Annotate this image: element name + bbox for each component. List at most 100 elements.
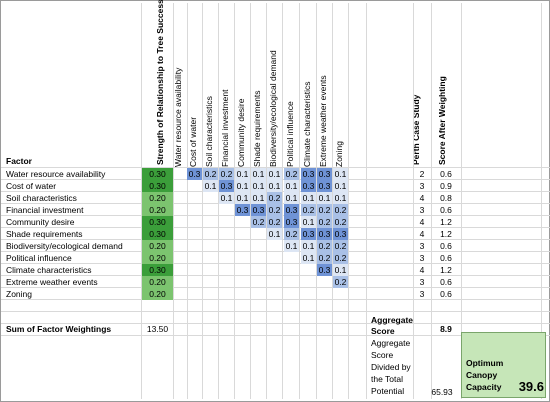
relationship-cell[interactable]: 0.3	[301, 168, 316, 180]
relationship-cell[interactable]: 0.3	[251, 204, 266, 216]
relationship-cell[interactable]: 0.3	[317, 228, 332, 240]
matrix-header[interactable]: Extreme weather events	[318, 75, 328, 167]
relationship-cell[interactable]: 0.2	[267, 204, 282, 216]
relationship-cell[interactable]: 0.1	[317, 192, 332, 204]
factor-weight[interactable]: 0.30	[142, 216, 173, 228]
relationship-cell[interactable]: 0.2	[203, 168, 218, 180]
weighted-score[interactable]: 0.6	[440, 241, 452, 251]
sum-label[interactable]: Sum of Factor Weightings	[6, 324, 112, 334]
relationship-cell[interactable]: 0.3	[301, 228, 316, 240]
factor-weight[interactable]: 0.20	[142, 192, 173, 204]
perth-score[interactable]: 3	[419, 205, 425, 215]
relationship-cell[interactable]: 0.1	[235, 192, 250, 204]
divided-value[interactable]: 65.93	[431, 387, 453, 397]
weighted-score[interactable]: 0.6	[440, 169, 452, 179]
matrix-header[interactable]: Community desire	[236, 98, 246, 168]
relationship-cell[interactable]: 0.1	[203, 180, 218, 192]
matrix-header[interactable]: Water resource availability	[173, 67, 183, 167]
sum-value[interactable]: 13.50	[146, 324, 169, 334]
optimum-canopy-box[interactable]: Optimum Canopy Capacity 39.6	[461, 332, 546, 398]
aggregate-value[interactable]: 8.9	[440, 324, 452, 334]
factor-weight[interactable]: 0.20	[142, 252, 173, 264]
relationship-cell[interactable]: 0.3	[284, 216, 299, 228]
relationship-cell[interactable]: 0.1	[235, 168, 250, 180]
factor-name[interactable]: Climate characteristics	[6, 265, 92, 275]
relationship-cell[interactable]: 0.3	[317, 180, 332, 192]
relationship-cell[interactable]: 0.2	[317, 216, 332, 228]
relationship-cell[interactable]: 0.2	[317, 252, 332, 264]
relationship-cell[interactable]: 0.1	[301, 240, 316, 252]
relationship-cell[interactable]: 0.1	[301, 216, 316, 228]
perth-score[interactable]: 3	[419, 277, 425, 287]
strength-header[interactable]: Strength of Relationship to Tree Success	[155, 0, 165, 165]
matrix-header[interactable]: Shade requirements	[252, 90, 262, 167]
relationship-cell[interactable]: 0.2	[267, 216, 282, 228]
relationship-cell[interactable]: 0.1	[251, 168, 266, 180]
optimum-value[interactable]: 39.6	[518, 379, 544, 394]
perth-score[interactable]: 3	[419, 289, 425, 299]
relationship-cell[interactable]: 0.1	[235, 180, 250, 192]
relationship-cell[interactable]: 0.1	[301, 192, 316, 204]
relationship-cell[interactable]: 0.3	[187, 168, 202, 180]
matrix-header[interactable]: Financial investment	[220, 89, 230, 167]
relationship-cell[interactable]: 0.1	[251, 180, 266, 192]
perth-score[interactable]: 4	[419, 229, 425, 239]
relationship-cell[interactable]: 0.1	[333, 180, 348, 192]
relationship-cell[interactable]: 0.1	[267, 180, 282, 192]
relationship-cell[interactable]: 0.1	[333, 264, 348, 276]
weighted-score[interactable]: 1.2	[440, 217, 452, 227]
relationship-cell[interactable]: 0.3	[317, 168, 332, 180]
relationship-cell[interactable]: 0.2	[251, 216, 266, 228]
relationship-cell[interactable]: 0.2	[317, 240, 332, 252]
factor-weight[interactable]: 0.30	[142, 264, 173, 276]
weighted-score[interactable]: 0.6	[440, 205, 452, 215]
relationship-cell[interactable]: 0.2	[301, 204, 316, 216]
relationship-cell[interactable]: 0.3	[301, 180, 316, 192]
relationship-cell[interactable]: 0.1	[267, 168, 282, 180]
factor-name[interactable]: Shade requirements	[6, 229, 83, 239]
relationship-cell[interactable]: 0.2	[333, 276, 348, 288]
matrix-header[interactable]: Political influence	[285, 101, 295, 167]
matrix-header[interactable]: Zoning	[334, 141, 344, 167]
factor-name[interactable]: Community desire	[6, 217, 75, 227]
relationship-cell[interactable]: 0.1	[284, 180, 299, 192]
relationship-cell[interactable]: 0.1	[251, 192, 266, 204]
relationship-cell[interactable]: 0.1	[284, 192, 299, 204]
relationship-cell[interactable]: 0.2	[284, 168, 299, 180]
relationship-cell[interactable]: 0.2	[333, 240, 348, 252]
weighted-score[interactable]: 0.6	[440, 277, 452, 287]
matrix-header[interactable]: Biodiversity/ecological demand	[268, 50, 278, 167]
relationship-cell[interactable]: 0.1	[333, 192, 348, 204]
relationship-cell[interactable]: 0.2	[333, 204, 348, 216]
matrix-header[interactable]: Soil characteristics	[204, 96, 214, 167]
relationship-cell[interactable]: 0.2	[317, 204, 332, 216]
weighted-score[interactable]: 0.8	[440, 193, 452, 203]
perth-score[interactable]: 2	[419, 169, 425, 179]
relationship-cell[interactable]: 0.3	[235, 204, 250, 216]
relationship-cell[interactable]: 0.2	[284, 228, 299, 240]
factor-header[interactable]: Factor	[6, 156, 32, 166]
perth-score[interactable]: 4	[419, 217, 425, 227]
weighted-score[interactable]: 0.6	[440, 289, 452, 299]
factor-name[interactable]: Political influence	[6, 253, 72, 263]
score-after-header[interactable]: Score After Weighting	[437, 76, 447, 165]
factor-weight[interactable]: 0.20	[142, 240, 173, 252]
factor-name[interactable]: Soil characteristics	[6, 193, 77, 203]
relationship-cell[interactable]: 0.1	[333, 168, 348, 180]
relationship-cell[interactable]: 0.2	[333, 216, 348, 228]
perth-score[interactable]: 3	[419, 181, 425, 191]
perth-score[interactable]: 4	[419, 265, 425, 275]
factor-weight[interactable]: 0.20	[142, 276, 173, 288]
relationship-cell[interactable]: 0.2	[219, 168, 234, 180]
factor-weight[interactable]: 0.30	[142, 228, 173, 240]
perth-score[interactable]: 3	[419, 241, 425, 251]
perth-score[interactable]: 3	[419, 253, 425, 263]
factor-name[interactable]: Biodiversity/ecological demand	[6, 241, 123, 251]
relationship-cell[interactable]: 0.1	[267, 228, 282, 240]
relationship-cell[interactable]: 0.2	[333, 252, 348, 264]
factor-name[interactable]: Extreme weather events	[6, 277, 98, 287]
weighted-score[interactable]: 0.9	[440, 181, 452, 191]
factor-weight[interactable]: 0.30	[142, 168, 173, 180]
matrix-header[interactable]: Cost of water	[188, 116, 198, 167]
relationship-cell[interactable]: 0.3	[333, 228, 348, 240]
